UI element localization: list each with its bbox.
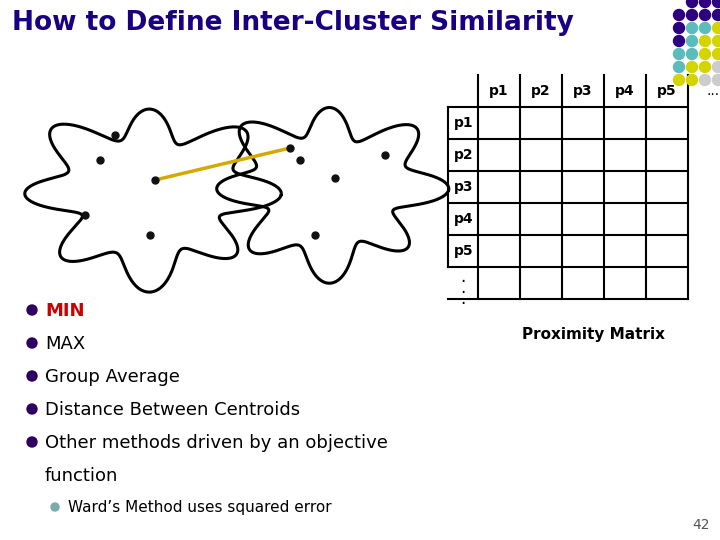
Text: Other methods driven by an objective: Other methods driven by an objective <box>45 434 388 452</box>
Circle shape <box>27 338 37 348</box>
Text: .: . <box>460 279 466 297</box>
Circle shape <box>686 49 698 59</box>
Circle shape <box>686 10 698 21</box>
Circle shape <box>700 23 711 33</box>
Circle shape <box>673 62 685 72</box>
Text: Proximity Matrix: Proximity Matrix <box>521 327 665 342</box>
Circle shape <box>713 62 720 72</box>
Circle shape <box>686 23 698 33</box>
Circle shape <box>713 10 720 21</box>
Circle shape <box>686 62 698 72</box>
Circle shape <box>700 0 711 8</box>
Circle shape <box>51 503 59 511</box>
Circle shape <box>27 305 37 315</box>
Text: p3: p3 <box>454 180 474 194</box>
Text: ...: ... <box>706 84 720 98</box>
Text: p4: p4 <box>454 212 474 226</box>
Text: function: function <box>45 467 118 485</box>
Circle shape <box>673 49 685 59</box>
Text: p5: p5 <box>657 84 677 98</box>
Circle shape <box>27 437 37 447</box>
Text: Ward’s Method uses squared error: Ward’s Method uses squared error <box>68 500 332 515</box>
Circle shape <box>673 75 685 85</box>
Circle shape <box>686 75 698 85</box>
Text: 42: 42 <box>693 518 710 532</box>
Text: .: . <box>460 268 466 286</box>
Circle shape <box>700 62 711 72</box>
Circle shape <box>700 36 711 46</box>
Circle shape <box>27 404 37 414</box>
Text: p5: p5 <box>454 244 474 258</box>
Text: p4: p4 <box>615 84 635 98</box>
Circle shape <box>700 75 711 85</box>
Text: p1: p1 <box>489 84 509 98</box>
Text: Group Average: Group Average <box>45 368 180 386</box>
Text: p2: p2 <box>531 84 551 98</box>
Text: How to Define Inter-Cluster Similarity: How to Define Inter-Cluster Similarity <box>12 10 574 36</box>
Text: p3: p3 <box>573 84 593 98</box>
Text: .: . <box>460 289 466 308</box>
Circle shape <box>713 49 720 59</box>
Circle shape <box>673 36 685 46</box>
Circle shape <box>673 10 685 21</box>
Text: Distance Between Centroids: Distance Between Centroids <box>45 401 300 419</box>
Text: MIN: MIN <box>45 302 84 320</box>
Circle shape <box>713 36 720 46</box>
Circle shape <box>713 23 720 33</box>
Circle shape <box>700 49 711 59</box>
Text: p1: p1 <box>454 116 474 130</box>
Text: p2: p2 <box>454 148 474 162</box>
Circle shape <box>27 371 37 381</box>
Circle shape <box>673 23 685 33</box>
Circle shape <box>713 0 720 8</box>
Circle shape <box>686 36 698 46</box>
Circle shape <box>713 75 720 85</box>
Text: MAX: MAX <box>45 335 85 353</box>
Circle shape <box>700 10 711 21</box>
Circle shape <box>686 0 698 8</box>
